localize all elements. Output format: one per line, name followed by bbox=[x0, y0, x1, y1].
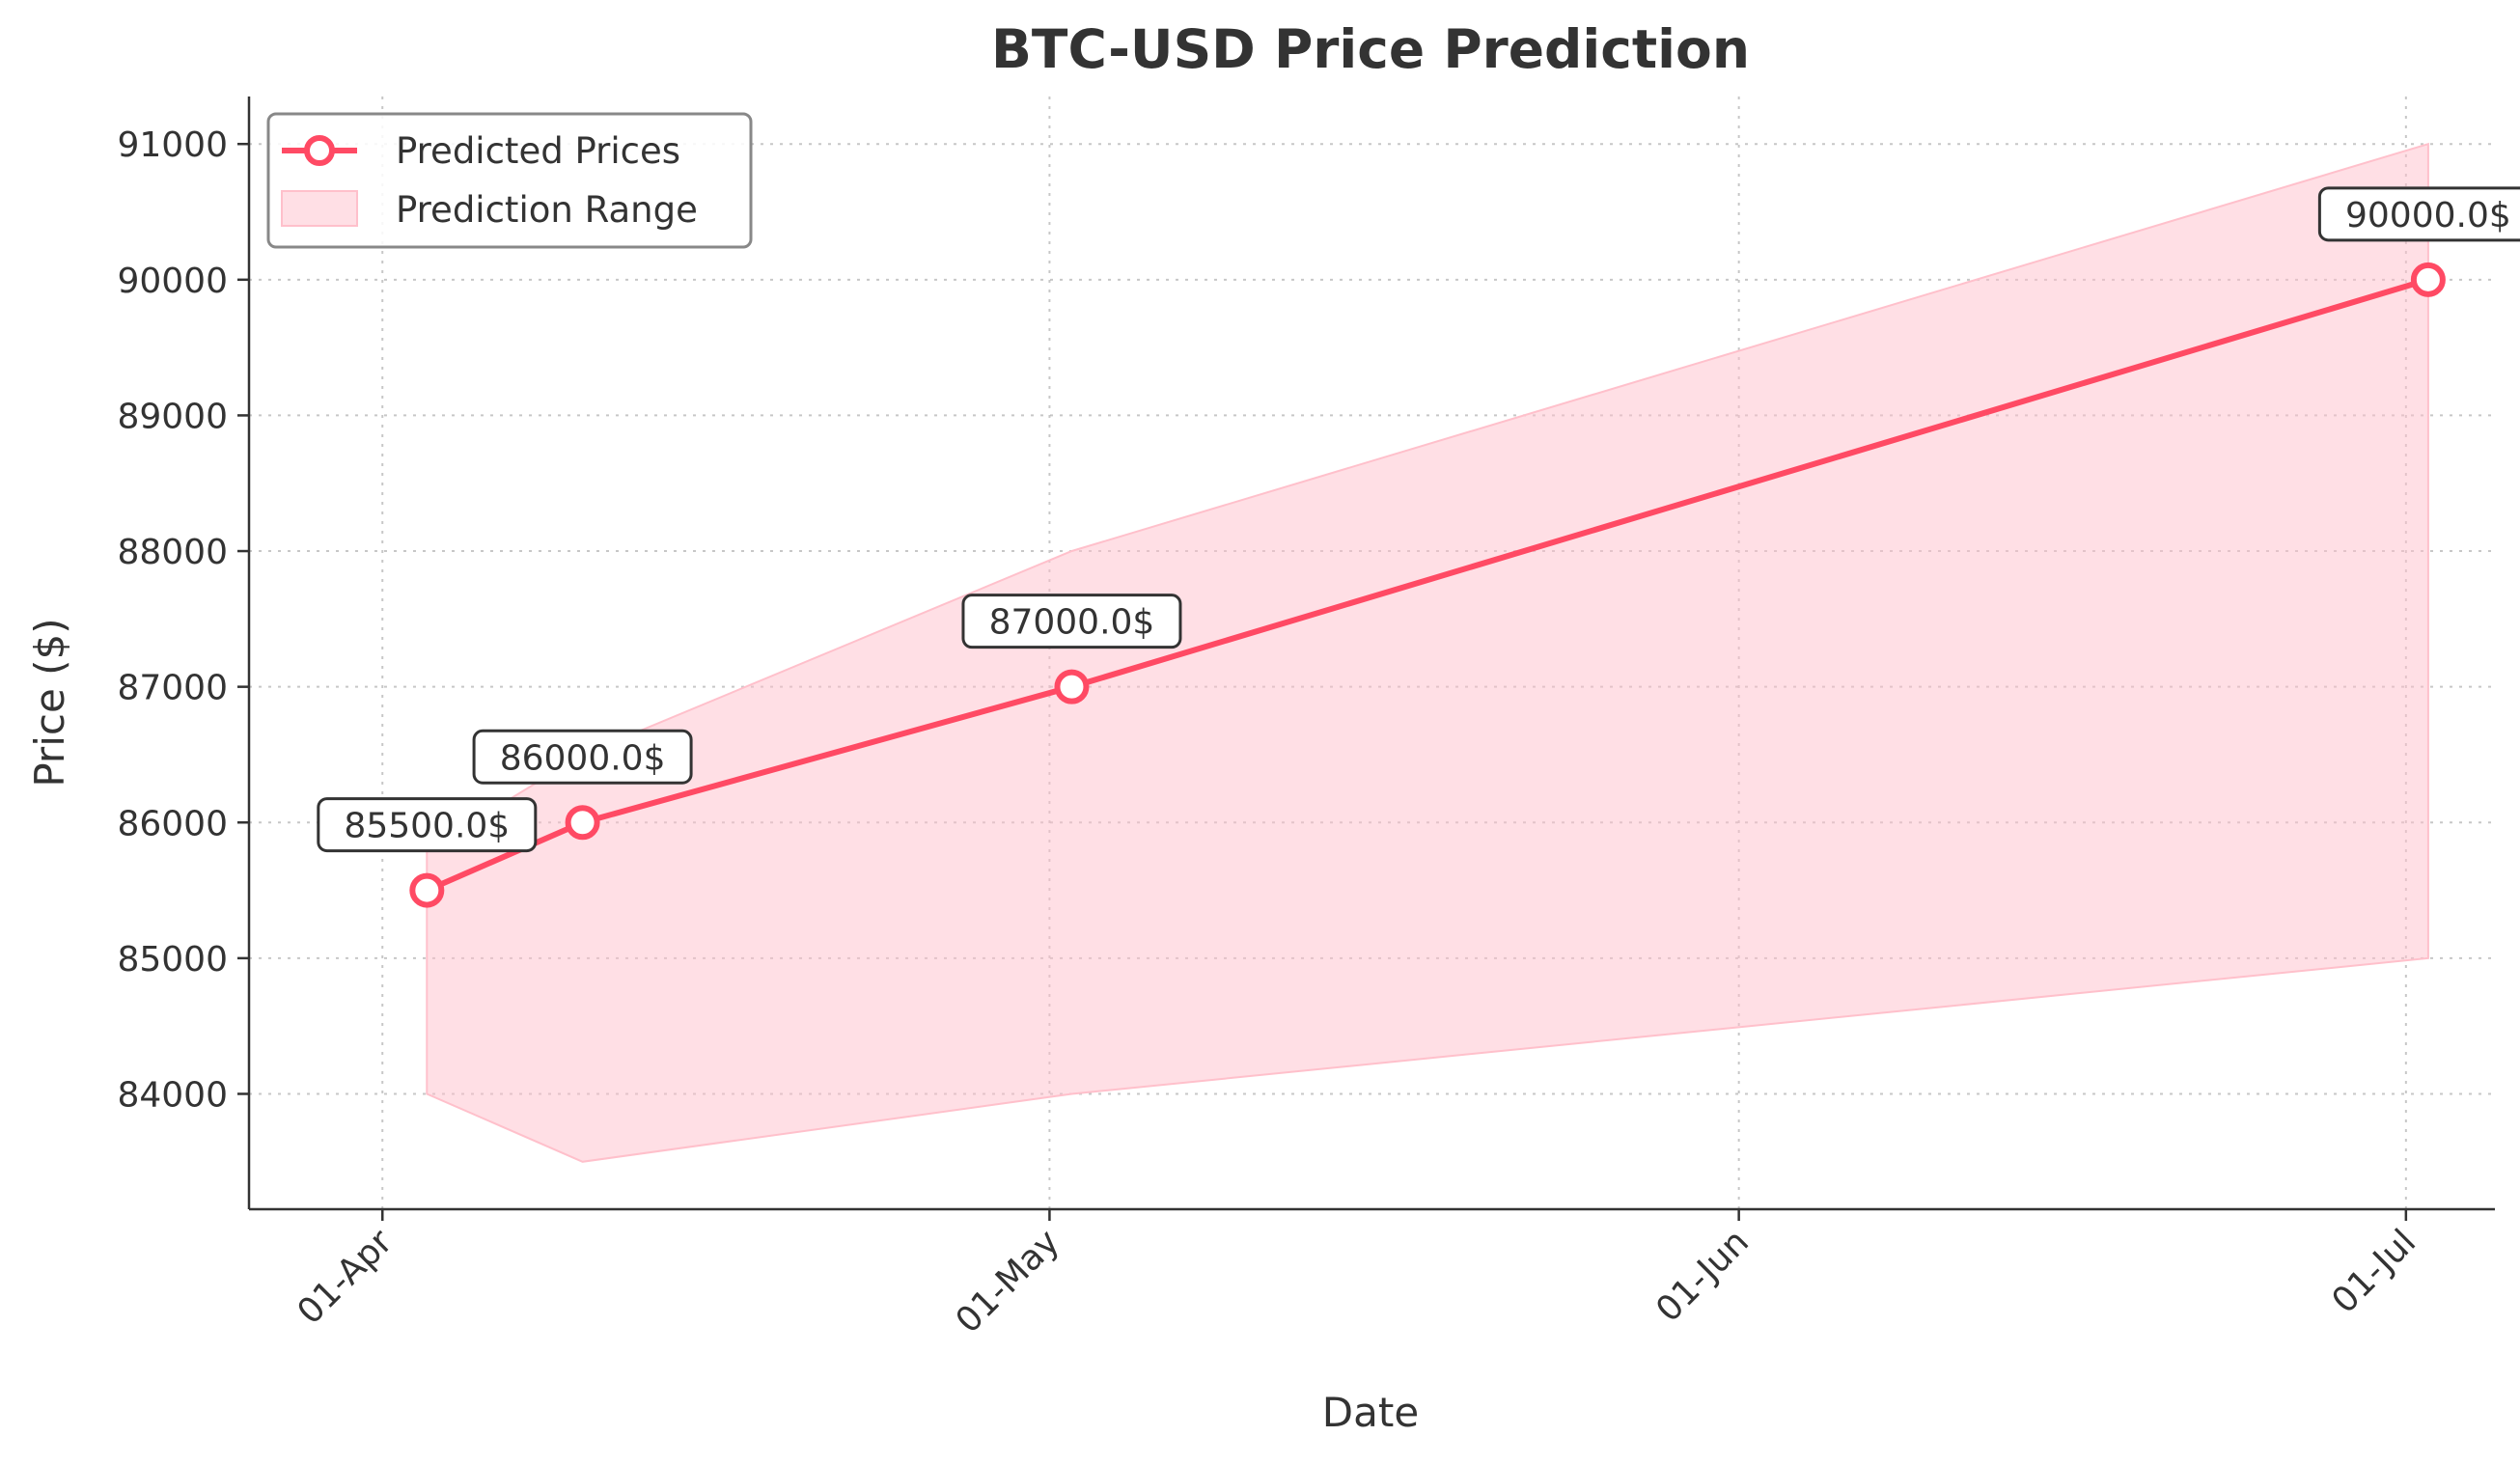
annotation-label: 90000.0$ bbox=[2345, 196, 2511, 235]
x-tick-label: 01-May bbox=[949, 1222, 1067, 1340]
y-tick-label: 91000 bbox=[117, 125, 228, 165]
x-tick-label: 01-Jun bbox=[1648, 1222, 1757, 1330]
data-point bbox=[1054, 669, 1090, 704]
x-tick-label: 01-Jul bbox=[2324, 1222, 2423, 1321]
data-point bbox=[2410, 262, 2446, 297]
y-tick-label: 88000 bbox=[117, 533, 228, 572]
legend-label-prediction-range: Prediction Range bbox=[396, 189, 698, 231]
annotation-label: 85500.0$ bbox=[344, 807, 510, 846]
prediction-range-area bbox=[426, 142, 2429, 1163]
legend: Predicted Prices Prediction Range bbox=[266, 112, 753, 249]
annotation-box bbox=[317, 797, 538, 853]
axes: 84000 85000 86000 87000 88000 89000 90000 91000… bbox=[117, 97, 2495, 1341]
x-axis-label: Date bbox=[1322, 1389, 1419, 1436]
data-point bbox=[409, 872, 445, 908]
y-tick-label: 84000 bbox=[117, 1075, 228, 1115]
annotations: 85500.0$ 86000.0$ 87000.0$ 90000.0$ bbox=[317, 186, 2520, 853]
predicted-prices-line bbox=[426, 276, 2429, 894]
y-tick-label: 87000 bbox=[117, 669, 228, 708]
prediction-range-band bbox=[426, 142, 2429, 1163]
annotation-label: 87000.0$ bbox=[989, 603, 1155, 643]
y-axis-label: Price ($) bbox=[26, 618, 73, 787]
legend-marker-swatch bbox=[304, 135, 335, 166]
legend-label-predicted-prices: Predicted Prices bbox=[396, 130, 680, 172]
annotation-label: 86000.0$ bbox=[500, 738, 666, 778]
predicted-prices-series bbox=[409, 262, 2446, 908]
y-tick-label: 89000 bbox=[117, 397, 228, 436]
x-tick-label: 01-Apr bbox=[291, 1222, 401, 1332]
legend-box bbox=[266, 112, 753, 249]
chart-title: BTC-USD Price Prediction bbox=[991, 18, 1750, 80]
annotation-box bbox=[961, 594, 1182, 649]
data-point bbox=[565, 805, 600, 841]
y-tick-label: 86000 bbox=[117, 804, 228, 843]
legend-band-swatch bbox=[281, 190, 358, 227]
y-tick-label: 85000 bbox=[117, 940, 228, 980]
y-tick-label: 90000 bbox=[117, 262, 228, 301]
annotation-box bbox=[2317, 186, 2520, 242]
annotation-box bbox=[472, 729, 693, 785]
